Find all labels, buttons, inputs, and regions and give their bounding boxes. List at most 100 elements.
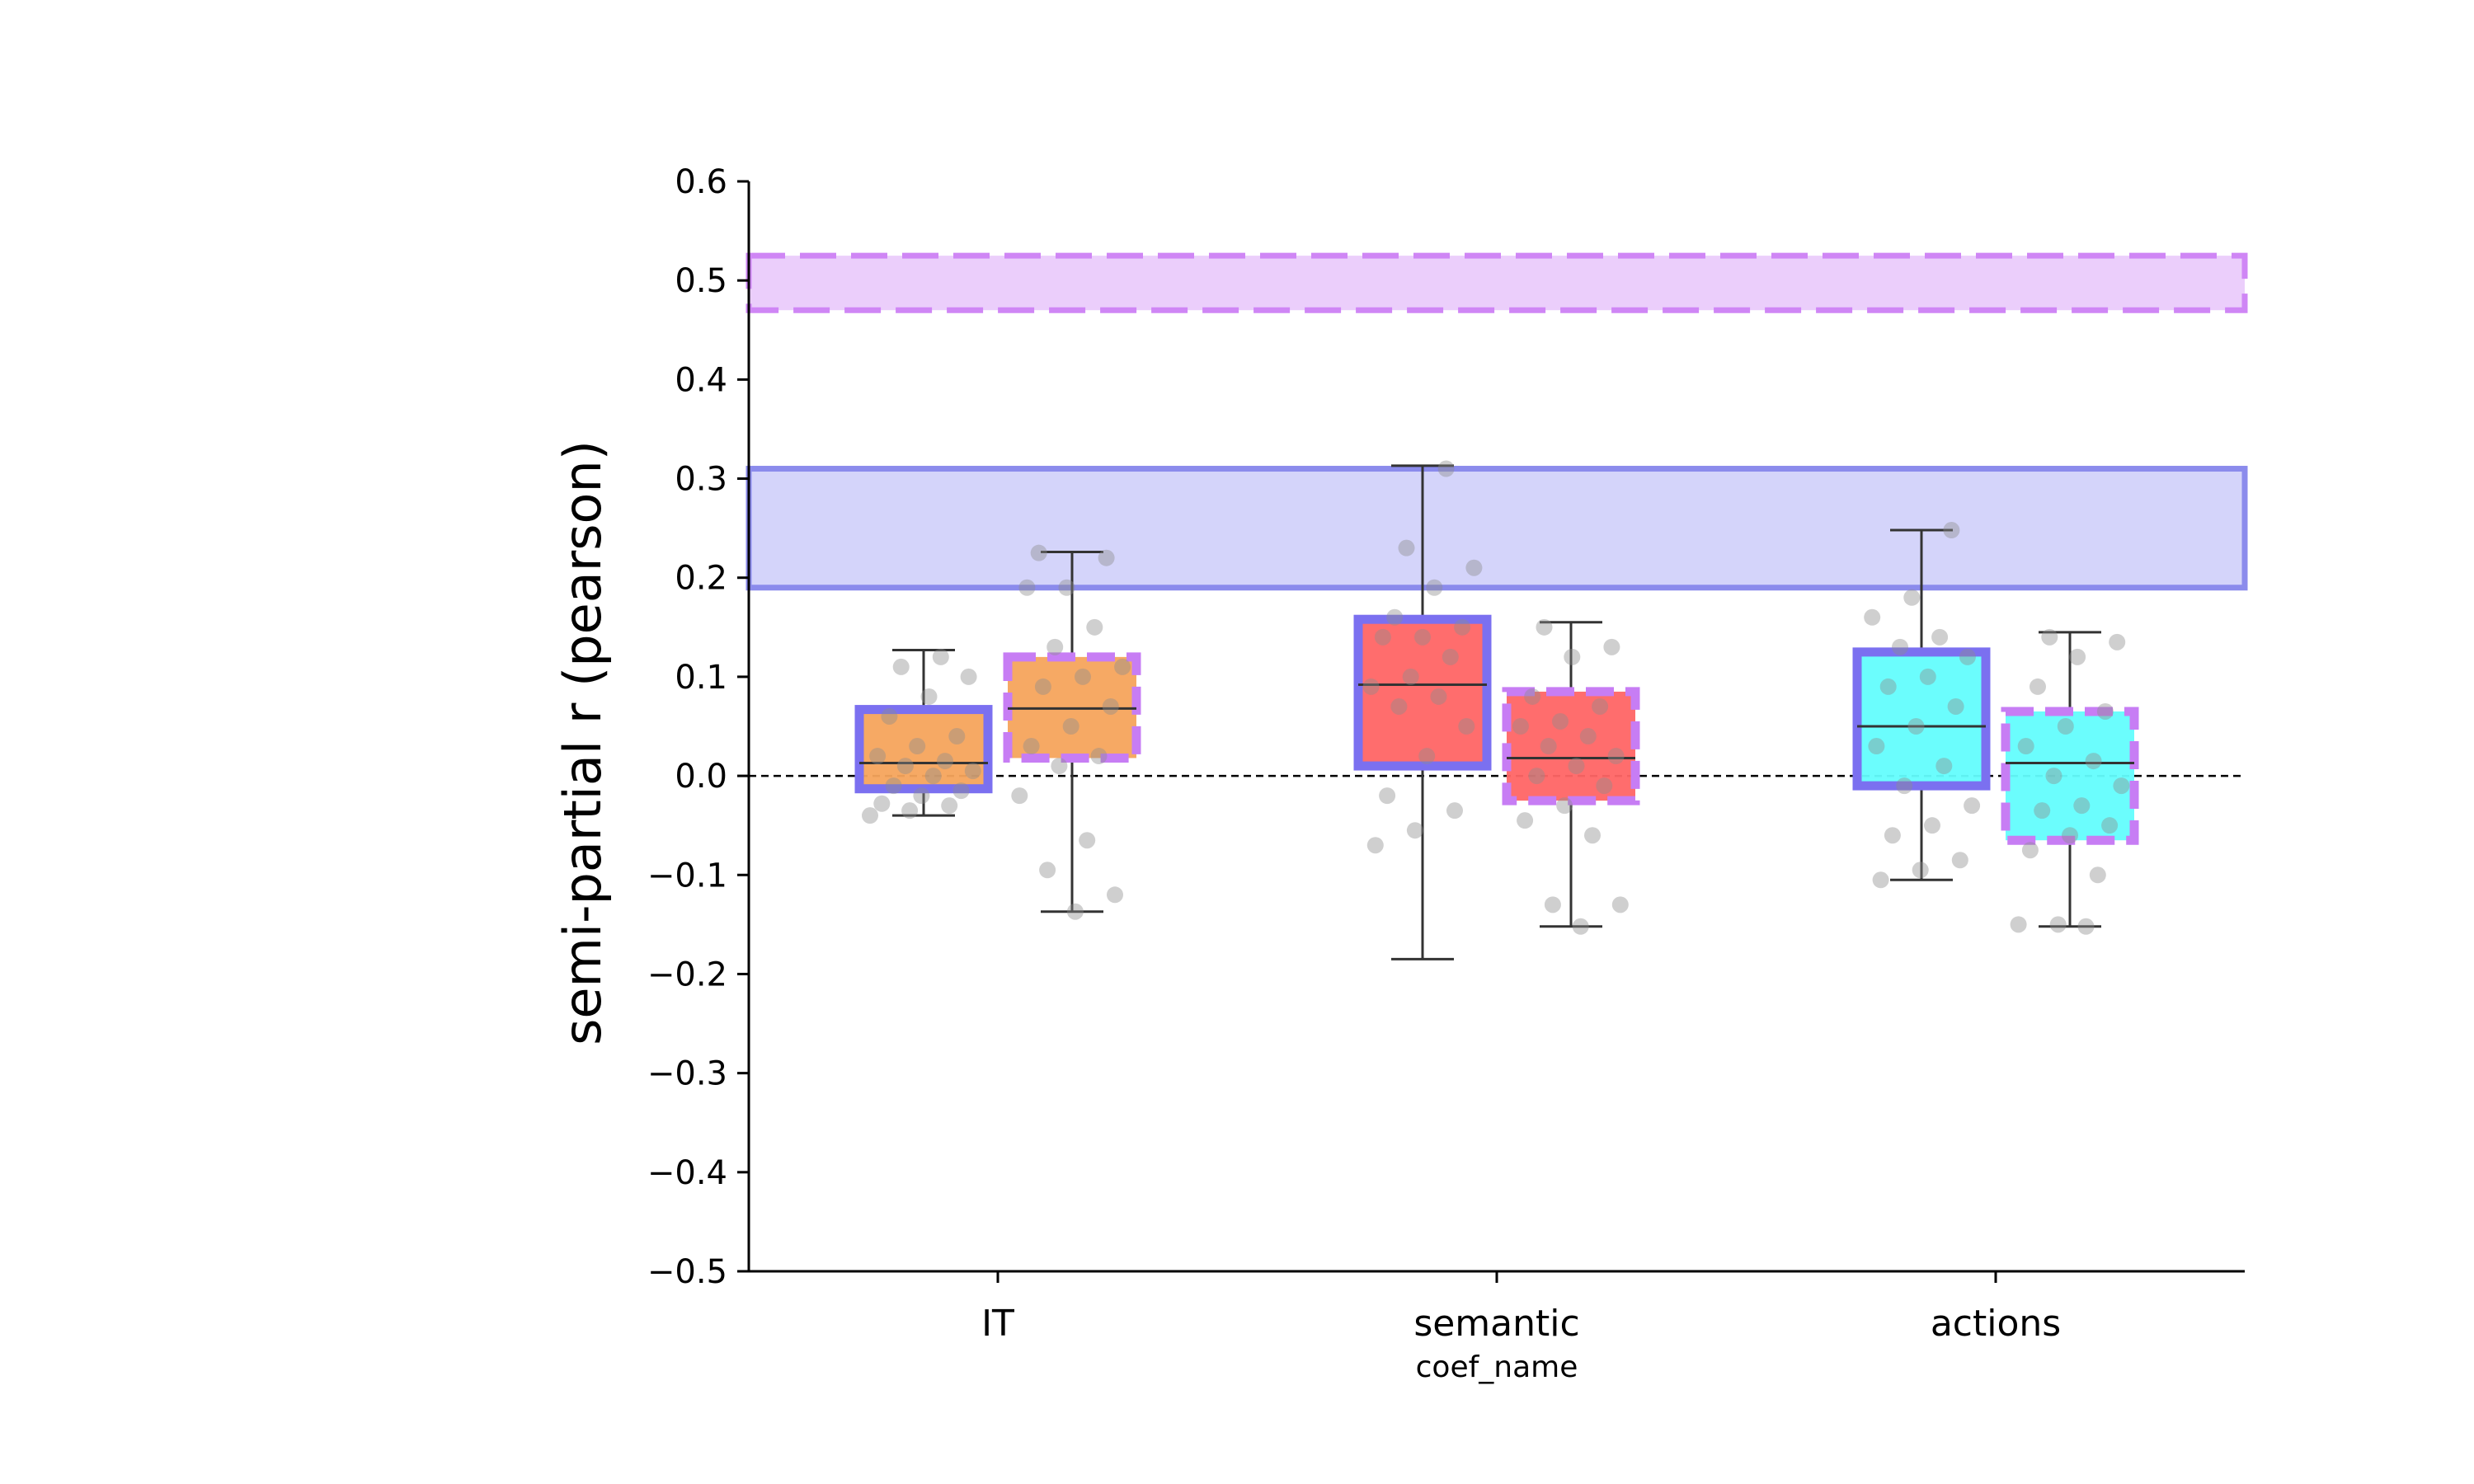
- data-point: [1018, 579, 1036, 596]
- x-tick-label-IT: IT: [981, 1303, 1014, 1345]
- data-point: [869, 748, 887, 765]
- data-point: [1959, 648, 1976, 665]
- data-point: [1552, 712, 1569, 730]
- data-point: [1062, 718, 1079, 735]
- data-point: [1454, 618, 1471, 636]
- band-dashed: [745, 252, 2248, 313]
- data-point: [1102, 697, 1119, 715]
- data-point: [1362, 678, 1380, 695]
- x-axis-label: coef_name: [1416, 1350, 1578, 1384]
- x-tick-label-actions: actions: [1931, 1303, 2061, 1345]
- data-point: [2085, 753, 2102, 770]
- box-actions-solid: [1852, 528, 1991, 881]
- data-point: [1442, 648, 1459, 665]
- y-tick-label: 0.6: [675, 163, 727, 201]
- data-point: [1603, 638, 1620, 655]
- data-point: [1607, 748, 1625, 765]
- data-point: [2109, 633, 2126, 650]
- data-point: [2089, 866, 2106, 884]
- x-ticks: IT semantic actions: [981, 1271, 2061, 1345]
- data-point: [873, 795, 891, 812]
- data-point: [1912, 862, 1929, 879]
- data-point: [1564, 648, 1581, 665]
- data-point: [901, 802, 919, 819]
- data-point: [2057, 718, 2074, 735]
- data-point: [1536, 618, 1553, 636]
- data-point: [1524, 688, 1541, 705]
- data-point: [920, 688, 938, 705]
- data-point: [1556, 797, 1573, 815]
- data-point: [1047, 638, 1064, 655]
- data-point: [1090, 748, 1108, 765]
- box-IT-dashed: [1003, 550, 1141, 913]
- data-point: [881, 707, 898, 725]
- data-point: [932, 648, 949, 665]
- data-point: [2101, 817, 2119, 834]
- box-IT-solid: [854, 648, 993, 817]
- data-point: [1414, 628, 1431, 646]
- data-point: [1568, 758, 1585, 775]
- data-point: [1907, 718, 1925, 735]
- y-tick-label: −0.5: [647, 1253, 727, 1291]
- data-point: [1023, 738, 1040, 755]
- data-point: [1030, 544, 1047, 561]
- data-point: [2049, 916, 2067, 933]
- data-point: [885, 777, 902, 795]
- data-point: [964, 763, 981, 780]
- data-point: [1572, 918, 1589, 935]
- data-point: [2034, 802, 2051, 819]
- data-point: [2045, 768, 2062, 785]
- data-point: [2062, 827, 2078, 844]
- data-point: [1592, 697, 1609, 715]
- data-point: [924, 768, 942, 785]
- y-tick-label: 0.5: [675, 262, 727, 300]
- data-point: [1943, 522, 1960, 539]
- data-point: [948, 728, 966, 745]
- data-point: [1437, 460, 1455, 477]
- data-point: [1066, 903, 1084, 920]
- data-point: [1903, 589, 1921, 606]
- data-point: [1114, 658, 1131, 675]
- data-point: [1058, 579, 1075, 596]
- y-tick-label: 0.0: [675, 758, 727, 796]
- data-point: [1879, 678, 1897, 695]
- data-point: [896, 758, 914, 775]
- data-point: [1051, 758, 1068, 775]
- data-point: [1579, 728, 1597, 745]
- data-point: [1107, 886, 1123, 904]
- data-point: [1964, 797, 1981, 815]
- data-point: [1935, 758, 1953, 775]
- data-point: [1584, 827, 1601, 844]
- y-tick-label: −0.2: [647, 956, 727, 993]
- box-body: [1502, 687, 1640, 805]
- y-tick-label: 0.3: [675, 461, 727, 499]
- box-body: [2001, 707, 2139, 845]
- data-point: [1892, 638, 1908, 655]
- box-actions-dashed: [2001, 631, 2139, 928]
- data-point: [1366, 837, 1384, 854]
- data-point: [2069, 648, 2086, 665]
- data-point: [1379, 787, 1396, 805]
- data-point: [1924, 817, 1940, 834]
- data-point: [1465, 559, 1483, 576]
- data-point: [1947, 697, 1964, 715]
- data-point: [1402, 668, 1419, 685]
- data-point: [1034, 678, 1051, 695]
- data-point: [1528, 768, 1545, 785]
- data-point: [1951, 852, 1968, 869]
- data-point: [1540, 738, 1557, 755]
- reference-bands: [745, 252, 2248, 591]
- data-point: [1039, 862, 1056, 879]
- data-point: [2041, 628, 2058, 646]
- data-point: [941, 797, 958, 815]
- data-point: [909, 738, 926, 755]
- data-point: [1919, 668, 1936, 685]
- data-point: [2021, 842, 2039, 859]
- y-tick-label: 0.1: [675, 659, 727, 697]
- box-semantic-solid: [1353, 464, 1492, 960]
- data-point: [1098, 549, 1115, 566]
- scatter-points: [862, 460, 2130, 935]
- data-point: [960, 668, 977, 685]
- box-body: [854, 705, 993, 794]
- data-point: [1075, 668, 1091, 685]
